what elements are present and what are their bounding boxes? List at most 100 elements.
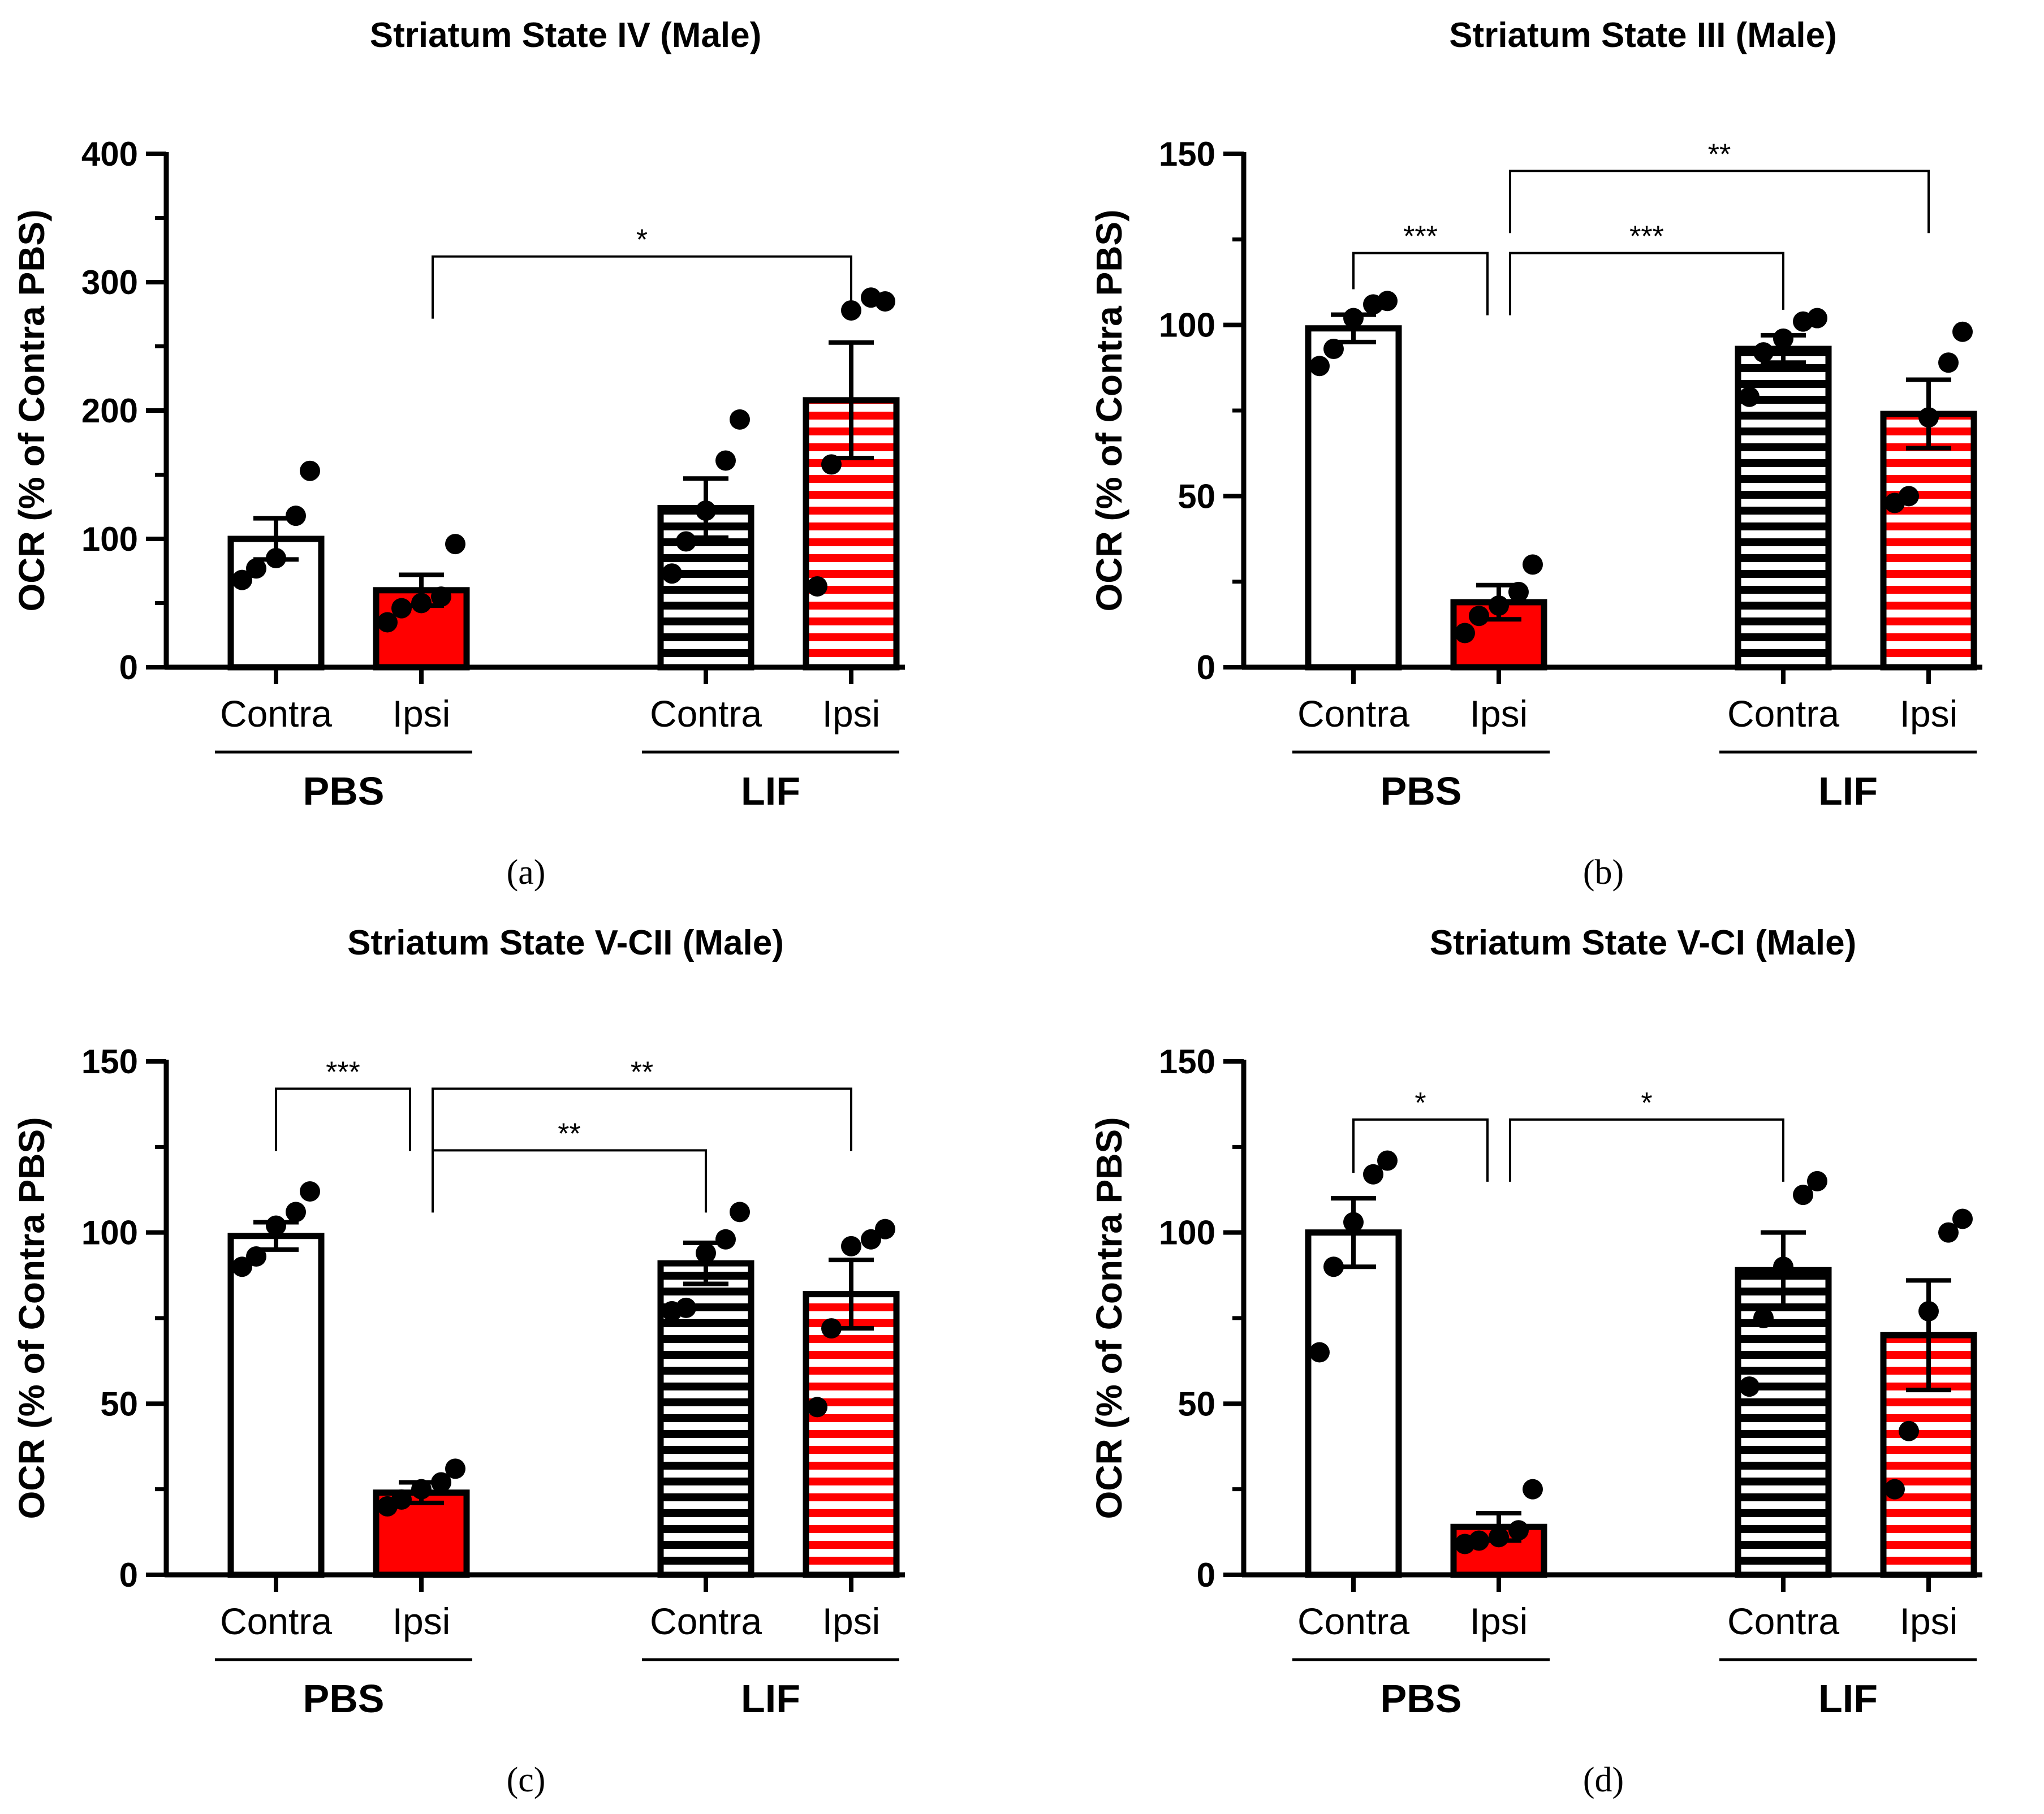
y-tick-label: 100 [1159, 306, 1215, 344]
x-tick-label: Ipsi [1900, 693, 1958, 735]
data-point [821, 454, 842, 475]
chart-title: Striatum State IV (Male) [370, 16, 761, 55]
chart-title: Striatum State V-CII (Male) [347, 923, 784, 962]
data-point [391, 598, 412, 619]
x-tick-label: Contra [220, 693, 332, 735]
data-point [821, 1318, 842, 1339]
data-point [715, 450, 736, 471]
significance-label: ** [631, 1056, 653, 1089]
data-point [696, 1242, 716, 1263]
data-point [730, 1202, 750, 1223]
data-point [246, 1246, 266, 1267]
x-tick-label: Contra [650, 1600, 762, 1642]
y-axis-label: OCR (% of Contra PBS) [11, 1117, 52, 1519]
bar [1305, 1229, 1402, 1578]
y-tick-label: 0 [119, 649, 138, 686]
y-tick-label: 150 [81, 1043, 138, 1081]
x-tick-label: Ipsi [393, 693, 451, 735]
significance-bracket [1352, 1118, 1489, 1182]
significance-label: *** [1403, 221, 1438, 253]
data-point [1343, 1212, 1364, 1233]
significance-bracket [1352, 252, 1489, 316]
x-tick-label: Contra [650, 693, 762, 735]
data-point [1773, 1256, 1793, 1277]
significance-label: *** [1629, 221, 1664, 253]
data-point [807, 1397, 827, 1418]
x-tick-label: Ipsi [1900, 1600, 1958, 1642]
chart-panel-d: Striatum State V-CI (Male) OCR (% of Cont… [1089, 923, 1982, 1799]
data-point [715, 1229, 736, 1250]
y-tick-label: 100 [81, 1214, 138, 1252]
bar [803, 1291, 900, 1578]
significance-label: * [1641, 1087, 1652, 1120]
data-point [1377, 291, 1398, 312]
data-point [266, 1215, 286, 1236]
data-point [232, 1256, 252, 1277]
data-point [391, 1489, 412, 1510]
significance-label: ** [1708, 138, 1731, 171]
data-point [232, 569, 252, 590]
data-point [377, 612, 398, 633]
group-label: LIF [1818, 1677, 1878, 1721]
y-tick-label: 0 [1197, 1556, 1215, 1594]
data-point [1938, 1222, 1959, 1243]
x-tick-label: Contra [220, 1600, 332, 1642]
bar [1735, 1267, 1832, 1578]
x-tick-label: Contra [1727, 1600, 1839, 1642]
data-point [1455, 623, 1475, 643]
data-point [1489, 1527, 1509, 1548]
data-point [1952, 321, 1973, 342]
data-point [662, 563, 682, 584]
y-tick-label: 50 [100, 1385, 138, 1423]
data-point [1469, 606, 1489, 627]
chart-panel-a: Striatum State IV (Male) OCR (% of Contra… [11, 16, 905, 892]
x-tick-label: Ipsi [822, 1600, 881, 1642]
y-tick-label: 400 [81, 135, 138, 173]
data-point [696, 500, 716, 521]
data-point [1309, 1342, 1330, 1363]
data-point [1899, 1420, 1919, 1441]
significance-bracket [275, 1087, 411, 1151]
data-point [300, 1181, 320, 1202]
chart-title: Striatum State III (Male) [1449, 16, 1837, 55]
data-point [875, 291, 895, 312]
y-tick-label: 150 [1159, 1043, 1215, 1081]
data-point [1938, 352, 1959, 373]
y-tick-label: 50 [1178, 1385, 1215, 1423]
data-point [1469, 1530, 1489, 1551]
data-point [1323, 339, 1344, 360]
data-point [1523, 1479, 1543, 1500]
group-label: PBS [1381, 1677, 1462, 1721]
data-point [411, 593, 432, 614]
data-point [1753, 342, 1774, 363]
x-tick-label: Ipsi [1470, 1600, 1528, 1642]
data-point [286, 1202, 306, 1223]
panel-label: (a) [507, 853, 546, 892]
group-label: LIF [741, 1677, 800, 1721]
group-label: LIF [741, 769, 800, 813]
group-label: PBS [303, 1677, 385, 1721]
group-label: PBS [1381, 769, 1462, 813]
significance-bracket [432, 1087, 852, 1151]
y-axis-label: OCR (% of Contra PBS) [1089, 1117, 1129, 1519]
bar [227, 1233, 325, 1578]
data-point [1885, 1479, 1905, 1500]
panel-label: (c) [507, 1761, 546, 1799]
y-tick-label: 200 [81, 392, 138, 430]
data-point [875, 1219, 895, 1239]
data-point [861, 1229, 881, 1250]
x-tick-label: Contra [1297, 1600, 1409, 1642]
y-tick-label: 100 [1159, 1214, 1215, 1252]
group-label: LIF [1818, 769, 1878, 813]
significance-bracket [1509, 1118, 1784, 1182]
data-point [266, 548, 286, 569]
y-tick-label: 0 [119, 1556, 138, 1594]
x-tick-label: Ipsi [822, 693, 881, 735]
y-tick-label: 50 [1178, 477, 1215, 515]
data-point [807, 576, 827, 597]
y-tick-label: 300 [81, 264, 138, 301]
data-point [1739, 1376, 1760, 1397]
data-point [445, 1458, 465, 1479]
data-point [1793, 1185, 1813, 1206]
